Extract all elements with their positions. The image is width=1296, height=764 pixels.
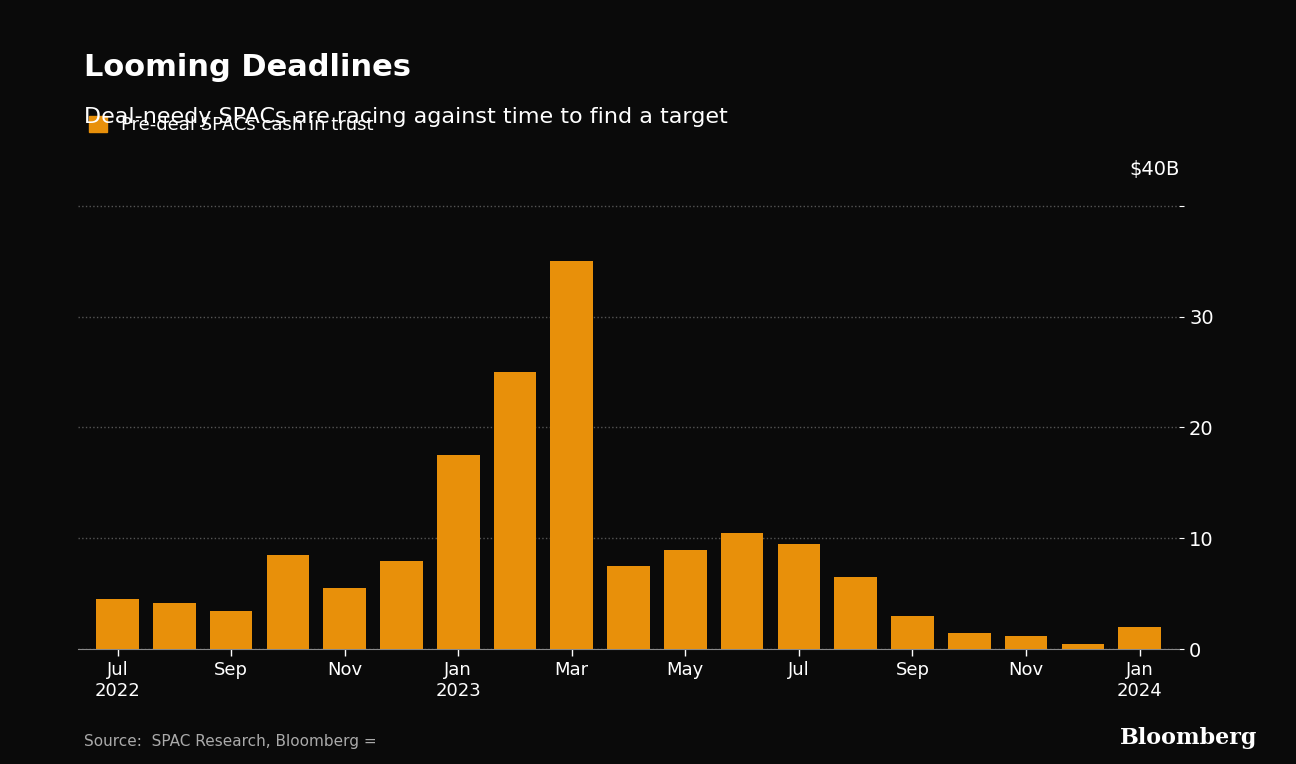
Text: $40B: $40B: [1129, 160, 1179, 179]
Bar: [835, 578, 877, 649]
Bar: [96, 600, 139, 649]
Bar: [608, 566, 649, 649]
Bar: [267, 555, 310, 649]
Bar: [323, 588, 365, 649]
Bar: [551, 261, 594, 649]
Bar: [437, 455, 480, 649]
Bar: [1004, 636, 1047, 649]
Bar: [153, 603, 196, 649]
Bar: [664, 549, 706, 649]
Text: Bloomberg: Bloomberg: [1120, 727, 1257, 749]
Text: Deal-needy SPACs are racing against time to find a target: Deal-needy SPACs are racing against time…: [84, 107, 728, 127]
Bar: [778, 544, 820, 649]
Bar: [721, 533, 763, 649]
Bar: [892, 616, 934, 649]
Bar: [1061, 644, 1104, 649]
Bar: [947, 633, 990, 649]
Bar: [494, 372, 537, 649]
Bar: [380, 561, 422, 649]
Bar: [1118, 627, 1161, 649]
Legend: Pre-deal SPACs cash in trust: Pre-deal SPACs cash in trust: [82, 108, 381, 141]
Text: Looming Deadlines: Looming Deadlines: [84, 53, 411, 83]
Bar: [210, 610, 253, 649]
Text: Source:  SPAC Research, Bloomberg =: Source: SPAC Research, Bloomberg =: [84, 733, 377, 749]
